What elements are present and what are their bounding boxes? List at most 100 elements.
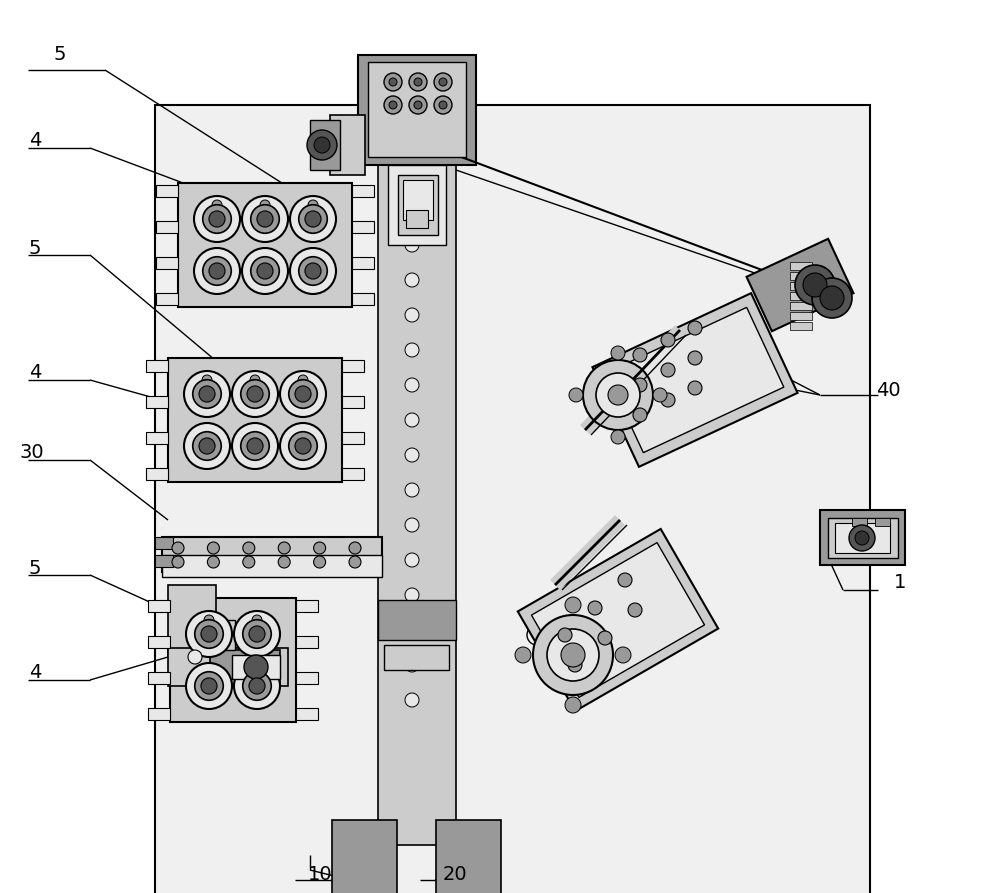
Circle shape xyxy=(314,137,330,153)
Circle shape xyxy=(278,542,290,554)
Circle shape xyxy=(384,73,402,91)
Circle shape xyxy=(232,371,278,417)
Polygon shape xyxy=(606,307,784,453)
Circle shape xyxy=(565,697,581,713)
Circle shape xyxy=(384,96,402,114)
Bar xyxy=(232,655,280,679)
Circle shape xyxy=(184,423,230,469)
Circle shape xyxy=(242,196,288,242)
Circle shape xyxy=(405,518,419,532)
Bar xyxy=(156,257,178,269)
Circle shape xyxy=(251,204,279,233)
Circle shape xyxy=(569,388,583,402)
Bar xyxy=(790,282,812,290)
Circle shape xyxy=(661,363,675,377)
Circle shape xyxy=(195,672,223,700)
Circle shape xyxy=(193,431,221,460)
Circle shape xyxy=(249,626,265,642)
Circle shape xyxy=(184,371,230,417)
Bar xyxy=(156,185,178,197)
Text: 5: 5 xyxy=(29,238,41,257)
Bar xyxy=(170,598,296,722)
Circle shape xyxy=(298,375,308,385)
Bar xyxy=(790,292,812,300)
Text: 4: 4 xyxy=(29,130,41,149)
Bar xyxy=(146,432,168,444)
Bar xyxy=(146,396,168,408)
Bar xyxy=(342,396,364,408)
Circle shape xyxy=(633,348,647,362)
Bar xyxy=(790,272,812,280)
Circle shape xyxy=(204,615,214,625)
Polygon shape xyxy=(531,543,705,697)
Circle shape xyxy=(405,343,419,357)
Circle shape xyxy=(688,321,702,335)
Circle shape xyxy=(251,257,279,285)
Circle shape xyxy=(186,663,232,709)
Bar xyxy=(210,650,280,684)
Circle shape xyxy=(203,204,231,233)
Circle shape xyxy=(172,556,184,568)
Circle shape xyxy=(405,238,419,252)
Circle shape xyxy=(434,73,452,91)
Circle shape xyxy=(405,483,419,497)
Circle shape xyxy=(405,273,419,287)
Circle shape xyxy=(280,423,326,469)
Circle shape xyxy=(795,265,835,305)
Circle shape xyxy=(349,556,361,568)
Circle shape xyxy=(207,556,219,568)
Circle shape xyxy=(260,200,270,210)
Circle shape xyxy=(588,601,602,615)
Circle shape xyxy=(289,380,317,408)
Circle shape xyxy=(405,378,419,392)
Text: 4: 4 xyxy=(29,363,41,381)
Bar xyxy=(378,105,456,845)
Bar xyxy=(146,468,168,480)
Circle shape xyxy=(515,647,531,663)
Bar xyxy=(162,537,382,572)
Bar xyxy=(378,600,456,640)
Bar xyxy=(436,820,501,893)
Bar xyxy=(403,180,433,220)
Circle shape xyxy=(565,597,581,613)
Circle shape xyxy=(598,631,612,645)
Circle shape xyxy=(243,672,271,700)
Circle shape xyxy=(561,643,585,667)
Circle shape xyxy=(414,101,422,109)
Circle shape xyxy=(243,556,255,568)
Bar xyxy=(342,360,364,372)
Bar xyxy=(790,322,812,330)
Text: 20: 20 xyxy=(443,865,467,884)
Bar xyxy=(852,518,867,526)
Circle shape xyxy=(405,588,419,602)
Circle shape xyxy=(409,96,427,114)
Bar xyxy=(148,672,170,684)
Circle shape xyxy=(439,78,447,86)
Circle shape xyxy=(628,603,642,617)
Circle shape xyxy=(247,386,263,402)
Bar xyxy=(406,210,428,228)
Circle shape xyxy=(405,308,419,322)
Circle shape xyxy=(209,211,225,227)
Circle shape xyxy=(611,346,625,360)
Circle shape xyxy=(193,380,221,408)
Circle shape xyxy=(615,647,631,663)
Circle shape xyxy=(389,101,397,109)
Circle shape xyxy=(409,73,427,91)
Bar xyxy=(790,302,812,310)
Bar xyxy=(342,432,364,444)
Circle shape xyxy=(232,423,278,469)
Circle shape xyxy=(405,693,419,707)
Circle shape xyxy=(244,655,268,679)
Bar xyxy=(388,165,446,245)
Circle shape xyxy=(583,360,653,430)
Circle shape xyxy=(618,573,632,587)
Bar xyxy=(384,645,449,670)
Circle shape xyxy=(305,211,321,227)
Circle shape xyxy=(314,556,326,568)
Circle shape xyxy=(439,101,447,109)
Circle shape xyxy=(661,393,675,407)
Bar xyxy=(296,636,318,648)
Bar xyxy=(835,523,890,553)
Circle shape xyxy=(207,542,219,554)
